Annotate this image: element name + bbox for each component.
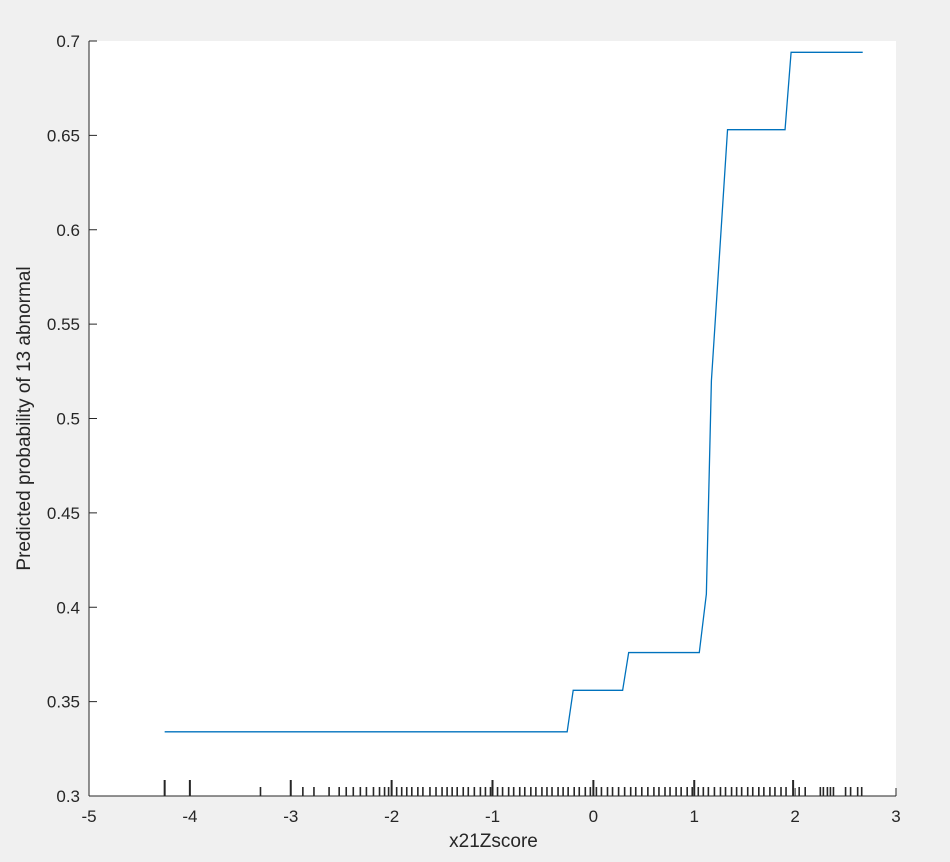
y-tick-label: 0.45: [47, 504, 80, 523]
x-tick-label: -4: [182, 807, 197, 826]
x-tick-label: -2: [384, 807, 399, 826]
plot-area: [89, 41, 896, 796]
y-axis-label: Predicted probability of 13 abnormal: [14, 266, 35, 570]
y-tick-label: 0.35: [47, 693, 80, 712]
x-tick-label: 3: [891, 807, 900, 826]
y-tick-label: 0.65: [47, 126, 80, 145]
series-group: [164, 51, 863, 733]
x-tick-label: -3: [283, 807, 298, 826]
y-tick-label: 0.7: [56, 32, 80, 51]
x-axis-ticks: -5 -4 -3 -2 -1 0 1 2 3: [81, 788, 901, 826]
y-tick-label: 0.5: [56, 410, 80, 429]
y-tick-label: 0.3: [56, 787, 80, 806]
x-tick-label: 2: [790, 807, 799, 826]
x-tick-label: -5: [81, 807, 96, 826]
y-tick-label: 0.55: [47, 315, 80, 334]
x-tick-label: -1: [485, 807, 500, 826]
x-tick-label: 1: [690, 807, 699, 826]
y-tick-label: 0.6: [56, 221, 80, 240]
x-axis-label: x21Zscore: [449, 831, 538, 852]
x-tick-label: 0: [589, 807, 598, 826]
y-axis-ticks: 0.3 0.35 0.4 0.45 0.5 0.55 0.6 0.65 0.7: [47, 32, 97, 806]
series-line: [164, 51, 863, 733]
y-tick-label: 0.4: [56, 598, 80, 617]
